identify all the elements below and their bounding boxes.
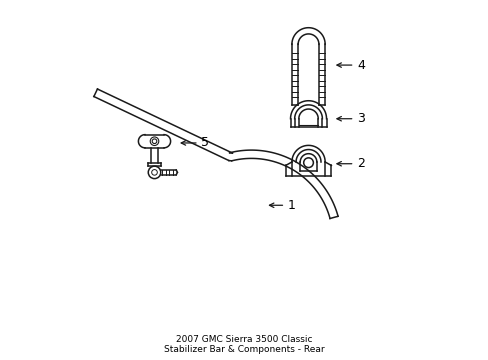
Text: 3: 3 <box>356 112 364 125</box>
Text: 2007 GMC Sierra 3500 Classic
Stabilizer Bar & Components - Rear: 2007 GMC Sierra 3500 Classic Stabilizer … <box>164 335 324 355</box>
Text: 2: 2 <box>356 157 364 170</box>
Text: 1: 1 <box>287 199 295 212</box>
Text: 5: 5 <box>201 136 209 149</box>
Text: 4: 4 <box>356 59 364 72</box>
